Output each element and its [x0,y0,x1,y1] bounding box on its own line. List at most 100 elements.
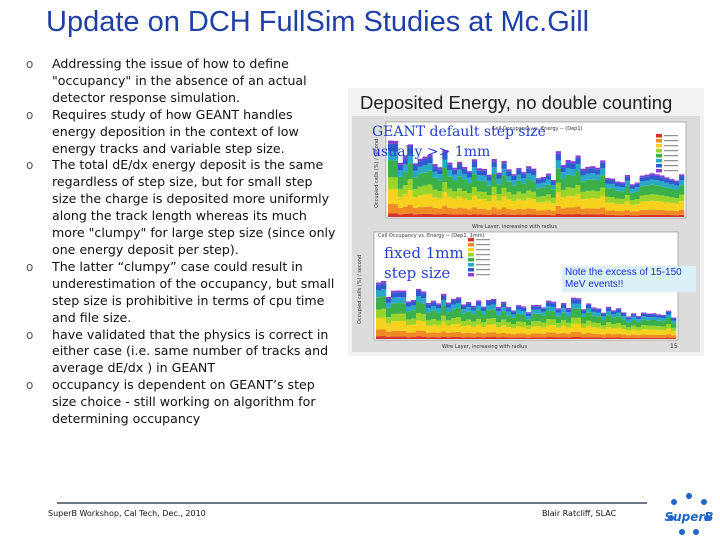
histogram-bar-segment [388,160,394,178]
histogram-bar-segment [631,313,637,315]
histogram-bar-segment [606,327,612,334]
histogram-bar-segment [476,324,482,333]
annotation-default-step-size: usually >> 1mm [372,144,491,160]
histogram-bar-segment [654,185,660,195]
histogram-bar-segment [671,323,677,328]
histogram-bar-segment [457,176,463,189]
histogram-bar-segment [476,301,482,306]
legend-entry-line [664,160,678,162]
histogram-bar-segment [631,319,637,326]
histogram-bar-segment [536,196,542,203]
histogram-bar-segment [626,316,632,318]
bottom-histogram: Cell Occupancy vs. Energy -- (Dep1, 1mm)… [357,231,679,350]
histogram-bar-segment [466,200,473,210]
histogram-bar-segment [401,297,407,304]
histogram-bar-segment [571,297,577,300]
histogram-bar-segment [570,163,576,170]
histogram-bar-segment [619,182,626,184]
histogram-bar-segment [560,167,566,173]
histogram-bar-segment [476,180,483,192]
histogram-bar-segment [426,332,432,338]
histogram-bar-segment [501,161,507,164]
histogram-bar-segment [595,169,601,175]
histogram-bar-segment [381,281,387,284]
histogram-bar-segment [486,214,492,217]
histogram-bar-segment [610,215,616,217]
histogram-bar-segment [666,310,672,312]
histogram-bar-segment [386,298,392,303]
histogram-bar-segment [605,210,611,216]
histogram-bar-segment [511,324,517,329]
histogram-bar-segment [556,333,562,338]
histogram-bar-segment [674,203,680,211]
histogram-bar-segment [654,180,660,186]
histogram-bar-segment [591,315,597,323]
histogram-bar-segment [629,199,635,205]
histogram-bar-segment [456,303,462,309]
histogram-bar-segment [596,308,602,310]
histogram-bar-segment [521,178,527,184]
histogram-bar-segment [624,176,631,181]
histogram-bar-segment [401,303,407,314]
histogram-bar-segment [679,201,685,210]
histogram-bar-segment [516,191,522,199]
top-histogram: Cell Occupancy vs. Energy -- (Dep1) Wire… [374,121,687,230]
histogram-bar-segment [541,308,547,312]
histogram-bar-segment [496,172,502,175]
histogram-bar-segment [664,177,670,179]
histogram-bar-segment [621,329,627,335]
histogram-bar-segment [590,198,596,209]
histogram-bar-segment [431,310,437,320]
histogram-bar-segment [376,297,382,310]
histogram-bar-segment [545,194,552,201]
histogram-bar-segment [555,168,561,183]
histogram-bar-segment [417,173,423,187]
histogram-bar-segment [496,322,502,328]
histogram-bar-segment [626,327,632,331]
legend-swatch [468,243,474,247]
histogram-bar-segment [396,321,402,331]
histogram-bar-segment [506,308,512,312]
histogram-bar-segment [441,305,447,316]
legend-entry-line [476,254,490,256]
histogram-bar-segment [540,182,547,188]
histogram-bar-segment [586,337,592,339]
histogram-bar-segment [381,329,387,337]
bullet-item: o have validated that the physics is corr… [26,327,336,378]
histogram-bar-segment [654,194,660,202]
histogram-bar-segment [476,175,483,181]
histogram-bar-segment [624,201,631,210]
legend-swatch [468,263,474,267]
histogram-bar-segment [511,334,517,338]
histogram-bar-segment [432,166,438,172]
histogram-bar-segment [511,310,517,312]
histogram-bar-segment [436,332,442,338]
histogram-bar-segment [601,325,607,330]
histogram-bar-segment [442,159,448,168]
histogram-bar-segment [536,313,542,322]
legend-swatch [468,238,474,242]
histogram-bar-segment [656,317,662,321]
histogram-bar-segment [447,196,453,208]
histogram-bar-segment [601,313,607,317]
histogram-bar-segment [664,187,670,197]
histogram-bar-segment [570,187,576,197]
histogram-bar-segment [486,337,492,339]
histogram-bar-segment [600,207,606,215]
histogram-bar-segment [570,207,576,215]
histogram-bar-segment [644,194,650,202]
histogram-bar-segment [531,309,537,314]
histogram-bar-segment [536,178,542,180]
histogram-bar-segment [471,337,477,339]
histogram-bar-segment [669,188,675,198]
histogram-bar-segment [614,210,621,216]
bullet-marker: o [26,57,34,71]
histogram-bar-segment [447,176,453,189]
histogram-bar-segment [636,337,642,339]
histogram-bar-segment [392,188,399,205]
histogram-bar-segment [416,320,422,331]
histogram-bar-segment [451,324,457,333]
histogram-bar-segment [619,198,626,205]
histogram-bar-segment [526,329,532,335]
histogram-bar-segment [654,214,660,217]
